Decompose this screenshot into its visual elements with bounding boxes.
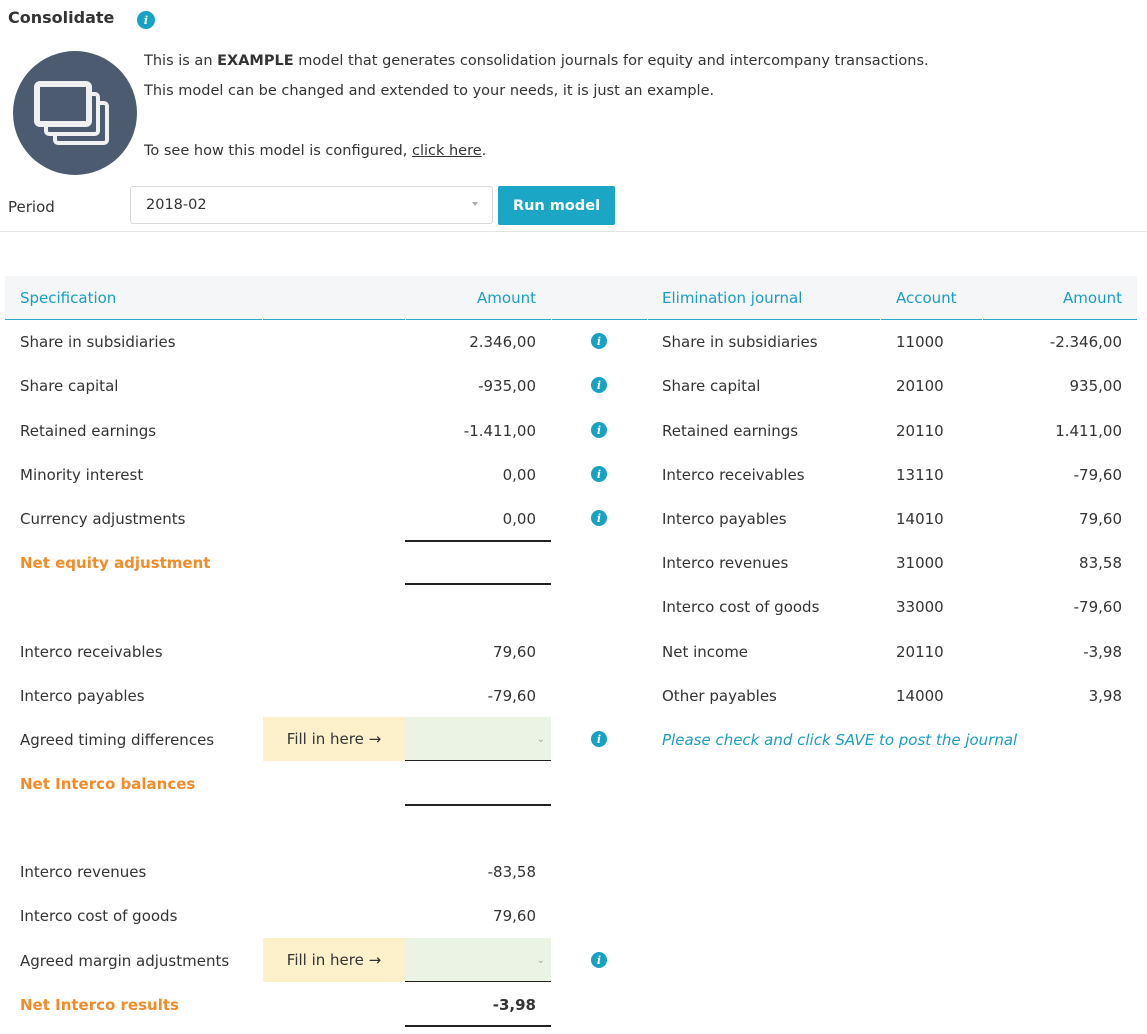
net-interco-results-label: Net Interco results xyxy=(20,996,179,1014)
agreed-timing-differences-label: Agreed timing differences xyxy=(20,731,215,749)
journal-row-amount: 1.411,00 xyxy=(1055,422,1122,440)
journal-row-label: Other payables xyxy=(662,687,777,705)
underline xyxy=(405,583,551,585)
spec-row-amount: 0,00 xyxy=(502,466,536,484)
underline xyxy=(405,540,551,542)
header-journal-amount: Amount xyxy=(1063,289,1122,307)
spec-row-label: Currency adjustments xyxy=(20,510,186,528)
intro-line-2: This model can be changed and extended t… xyxy=(144,83,715,99)
journal-row-account: 33000 xyxy=(896,598,944,616)
journal-row-label: Interco payables xyxy=(662,510,787,528)
agreed-margin-adjustments-label: Agreed margin adjustments xyxy=(20,952,230,970)
spec-row-label: Interco cost of goods xyxy=(20,907,178,925)
table-header xyxy=(5,276,1137,320)
journal-row-amount: 79,60 xyxy=(1079,510,1122,528)
journal-row-account: 20110 xyxy=(896,643,944,661)
journal-row-amount: -2.346,00 xyxy=(1049,333,1122,351)
header-amount: Amount xyxy=(477,289,536,307)
spec-row-label: Share capital xyxy=(20,377,119,395)
column-separator xyxy=(982,318,983,320)
net-interco-balances-label: Net Interco balances xyxy=(20,775,196,793)
header-specification: Specification xyxy=(20,289,117,307)
config-link[interactable]: click here xyxy=(411,143,482,159)
spec-row-amount: 79,60 xyxy=(493,907,536,925)
stacked-windows-icon xyxy=(13,51,137,175)
journal-row-amount: 3,98 xyxy=(1088,687,1122,705)
net-equity-adjustment-label: Net equity adjustment xyxy=(20,554,211,572)
info-icon[interactable]: i xyxy=(591,377,607,393)
info-icon[interactable]: i xyxy=(591,952,607,968)
margin-adjustments-input[interactable]: ⌄ xyxy=(405,938,551,982)
fill-in-hint: Fill in here → xyxy=(263,938,405,982)
period-select[interactable]: 2018-02 xyxy=(130,186,493,224)
journal-row-label: Retained earnings xyxy=(662,422,799,440)
journal-row-account: 31000 xyxy=(896,554,944,572)
save-journal-note: Please check and click SAVE to post the … xyxy=(662,731,1018,749)
header-account: Account xyxy=(896,289,957,307)
info-icon[interactable]: i xyxy=(591,466,607,482)
underline xyxy=(405,1025,551,1027)
spec-row-label: Interco revenues xyxy=(20,863,147,881)
journal-row-label: Net income xyxy=(662,643,749,661)
journal-row-amount: 83,58 xyxy=(1079,554,1122,572)
info-icon[interactable]: i xyxy=(591,731,607,747)
journal-row-amount: 935,00 xyxy=(1069,377,1123,395)
column-separator xyxy=(262,318,263,320)
journal-row-amount: -3,98 xyxy=(1083,643,1122,661)
period-label: Period xyxy=(8,198,55,216)
spec-row-amount: -1.411,00 xyxy=(463,422,536,440)
spec-row-label: Interco payables xyxy=(20,687,145,705)
underline xyxy=(405,804,551,806)
spec-row-amount: -935,00 xyxy=(478,377,536,395)
spec-row-amount: -79,60 xyxy=(487,687,536,705)
intro-line-1: This is an EXAMPLE model that generates … xyxy=(144,53,929,69)
journal-row-label: Interco revenues xyxy=(662,554,789,572)
header-elimination-journal: Elimination journal xyxy=(662,289,803,307)
journal-row-account: 20100 xyxy=(896,377,944,395)
journal-row-amount: -79,60 xyxy=(1073,598,1122,616)
journal-row-label: Interco cost of goods xyxy=(662,598,820,616)
spec-row-amount: -83,58 xyxy=(487,863,536,881)
journal-row-account: 11000 xyxy=(896,333,944,351)
spec-row-label: Minority interest xyxy=(20,466,144,484)
column-separator xyxy=(880,318,881,320)
journal-row-label: Share capital xyxy=(662,377,761,395)
journal-row-label: Interco receivables xyxy=(662,466,805,484)
fill-in-hint: Fill in here → xyxy=(263,717,405,761)
spec-row-label: Retained earnings xyxy=(20,422,157,440)
info-icon[interactable]: i xyxy=(591,422,607,438)
journal-row-label: Share in subsidiaries xyxy=(662,333,818,351)
chevron-down-icon xyxy=(472,202,478,206)
spec-row-amount: 0,00 xyxy=(502,510,536,528)
info-icon[interactable]: i xyxy=(591,333,607,349)
divider xyxy=(0,231,1147,232)
journal-row-amount: -79,60 xyxy=(1073,466,1122,484)
net-interco-results-amount: -3,98 xyxy=(492,996,536,1014)
info-icon[interactable]: i xyxy=(591,510,607,526)
intro-line-3: To see how this model is configured, cli… xyxy=(144,143,487,159)
column-separator xyxy=(551,318,552,320)
column-separator xyxy=(647,318,648,320)
timing-differences-input[interactable]: ⌄ xyxy=(405,717,551,761)
journal-row-account: 14010 xyxy=(896,510,944,528)
spec-row-label: Interco receivables xyxy=(20,643,163,661)
spec-row-amount: 79,60 xyxy=(493,643,536,661)
spec-row-amount: 2.346,00 xyxy=(469,333,536,351)
spec-row-label: Share in subsidiaries xyxy=(20,333,176,351)
run-model-button[interactable]: Run model xyxy=(498,186,615,225)
page-title: Consolidate xyxy=(8,8,115,27)
column-separator xyxy=(405,318,406,320)
chevron-down-icon: ⌄ xyxy=(536,734,545,745)
period-value: 2018-02 xyxy=(146,197,207,213)
journal-row-account: 20110 xyxy=(896,422,944,440)
chevron-down-icon: ⌄ xyxy=(536,955,545,966)
info-icon[interactable]: i xyxy=(137,11,155,29)
journal-row-account: 13110 xyxy=(896,466,944,484)
journal-row-account: 14000 xyxy=(896,687,944,705)
